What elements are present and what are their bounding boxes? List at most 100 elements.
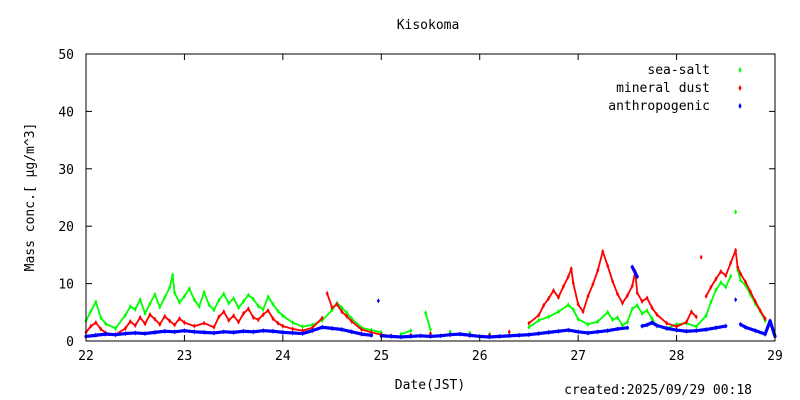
- series-line: [739, 272, 747, 283]
- series-line: [675, 321, 688, 328]
- series-line: [438, 333, 452, 338]
- x-tick-label: 26: [472, 349, 488, 364]
- data-point: [409, 328, 413, 334]
- series-line: [646, 309, 653, 320]
- data-point: [376, 298, 380, 304]
- data-point: [724, 323, 728, 329]
- series-line: [301, 326, 314, 332]
- series-line: [562, 275, 570, 288]
- series-line: [158, 315, 166, 326]
- series-line: [139, 298, 146, 315]
- series-line: [183, 321, 196, 327]
- series-line: [94, 332, 108, 337]
- series-line: [222, 330, 236, 334]
- series-line: [606, 264, 614, 283]
- series-line: [267, 295, 274, 306]
- series-line: [203, 322, 215, 329]
- series-line: [606, 327, 620, 333]
- series-line: [596, 250, 604, 272]
- series-line: [182, 329, 196, 334]
- series-line: [149, 293, 156, 305]
- series-line: [144, 313, 151, 325]
- series-line: [685, 310, 693, 323]
- series-line: [611, 280, 619, 295]
- data-point: [369, 332, 373, 338]
- series-line: [616, 293, 624, 305]
- series-line: [232, 329, 246, 334]
- x-tick-label: 28: [669, 349, 685, 364]
- series-line: [768, 319, 777, 339]
- y-axis-label: Mass conc.[ μg/m^3]: [23, 123, 38, 272]
- series-line: [202, 330, 216, 335]
- series-line: [123, 331, 137, 336]
- series-line: [601, 250, 609, 267]
- series-line: [528, 319, 540, 329]
- series-line: [251, 329, 265, 334]
- series-line: [621, 294, 629, 305]
- series-line: [710, 289, 717, 303]
- legend-label: sea-salt: [647, 63, 710, 78]
- series-line: [744, 280, 752, 293]
- series-line: [665, 322, 678, 328]
- series-line: [646, 297, 653, 309]
- series-line: [400, 329, 412, 336]
- series-line: [85, 310, 92, 322]
- series-line: [547, 329, 561, 334]
- series-line: [143, 330, 157, 336]
- series-line: [478, 334, 492, 339]
- series-line: [389, 334, 403, 339]
- series-line: [537, 330, 551, 336]
- series-line: [360, 326, 373, 331]
- series-line: [192, 330, 206, 334]
- legend-label: anthropogenic: [608, 99, 710, 114]
- legend-marker: [738, 103, 742, 109]
- series-line: [300, 329, 314, 336]
- series-line: [113, 331, 127, 337]
- created-timestamp: created:2025/09/29 00:18: [564, 383, 752, 398]
- series-line: [336, 303, 343, 313]
- series-line: [291, 321, 304, 328]
- series-line: [592, 269, 599, 286]
- series-line: [606, 311, 614, 321]
- series-line: [577, 318, 589, 326]
- series-line: [104, 322, 117, 330]
- series-line: [370, 331, 383, 336]
- series-line: [340, 327, 354, 334]
- legend-label: mineral dust: [616, 81, 710, 96]
- series-line: [301, 324, 314, 328]
- series-line: [237, 312, 245, 323]
- series-line: [124, 305, 132, 317]
- series-line: [222, 293, 230, 305]
- series-line: [94, 301, 102, 319]
- y-tick-label: 40: [58, 105, 74, 120]
- series-line: [222, 310, 230, 322]
- series-line: [705, 286, 712, 298]
- series-line: [133, 331, 147, 336]
- series-line: [291, 328, 304, 332]
- series-line: [310, 325, 324, 333]
- legend: sea-salt mineral dust anthropogenic: [608, 63, 742, 114]
- series-line: [158, 296, 166, 309]
- series-line: [626, 307, 634, 323]
- series-line: [291, 331, 305, 336]
- series-line: [188, 287, 196, 301]
- series-line: [582, 295, 589, 313]
- series-line: [497, 334, 511, 339]
- series-line: [596, 311, 609, 323]
- axes: 22 23 24 25 26 27 28 29 0 10 20 30 40 50: [58, 48, 782, 364]
- series-line: [674, 328, 689, 333]
- series-line: [183, 287, 191, 298]
- series-line: [409, 334, 423, 339]
- data-point: [429, 330, 432, 337]
- series-line: [753, 329, 767, 336]
- series-line: [134, 316, 142, 327]
- series-line: [350, 317, 363, 329]
- series-line: [556, 328, 570, 333]
- plot-area: [84, 209, 777, 340]
- series-line: [271, 329, 285, 334]
- chart-title: Kisokoma: [397, 18, 460, 33]
- series-line: [724, 275, 732, 288]
- series-line: [685, 322, 698, 328]
